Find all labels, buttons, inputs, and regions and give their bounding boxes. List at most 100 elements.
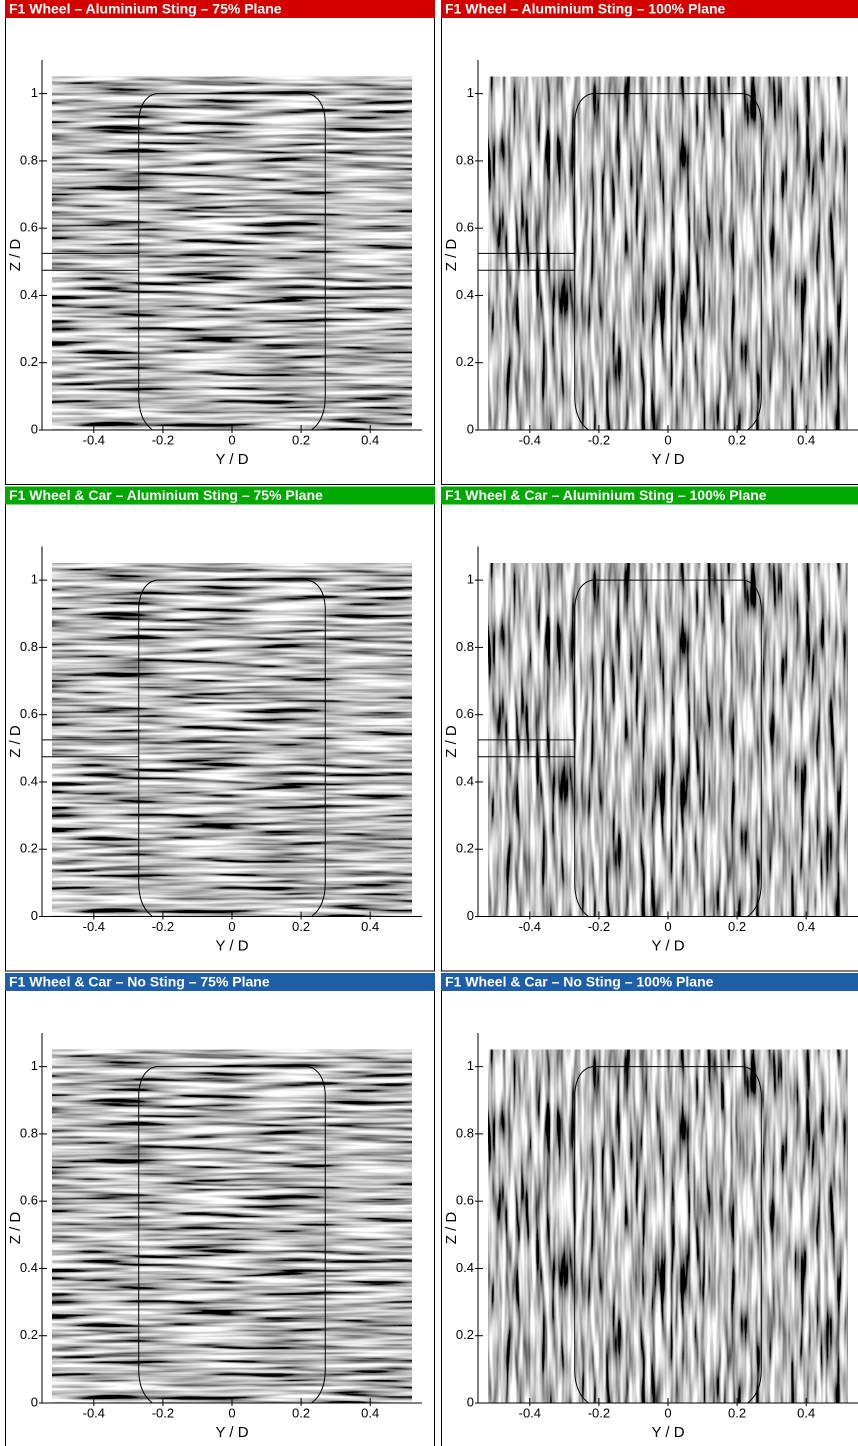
wheel-outline: [138, 579, 326, 917]
y-tick-label: 0.8: [456, 152, 474, 167]
x-tick-label: -0.4: [519, 1405, 541, 1420]
y-tick-label: 0.8: [20, 639, 38, 654]
y-tick-label: 1: [467, 85, 474, 100]
y-tick-label: 0.8: [20, 1125, 38, 1140]
y-tick-label: 0.6: [456, 706, 474, 721]
x-tick-label: -0.4: [519, 432, 541, 447]
panel-header: [441, 0, 858, 18]
y-tick-label: 0.2: [456, 354, 474, 369]
x-tick-label: 0.4: [361, 1405, 379, 1420]
x-tick-label: -0.2: [588, 919, 610, 934]
x-tick-label: -0.2: [152, 919, 174, 934]
x-tick-label: -0.4: [83, 1405, 105, 1420]
x-axis-label: Y / D: [651, 1424, 684, 1441]
x-tick-label: 0.4: [797, 432, 815, 447]
panel: F1 Wheel – Aluminium Sting – 75% Plane -0…: [5, 0, 435, 485]
x-tick-label: 0.2: [292, 432, 310, 447]
wheel-outline: [574, 93, 762, 431]
y-tick-label: 0.2: [20, 1327, 38, 1342]
y-tick-label: 0.2: [456, 841, 474, 856]
y-tick-label: 0.6: [456, 220, 474, 235]
y-tick-label: 0: [467, 421, 474, 436]
x-tick-label: 0.4: [797, 1405, 815, 1420]
y-tick-label: 0.4: [456, 1260, 474, 1275]
x-tick-label: 0.2: [292, 1405, 310, 1420]
x-tick-label: 0.2: [292, 919, 310, 934]
panel-header: [441, 486, 858, 505]
y-tick-label: 0.4: [20, 287, 38, 302]
panel-header: [5, 973, 435, 991]
y-tick-label: 0: [31, 908, 38, 923]
y-tick-label: 0.8: [456, 639, 474, 654]
y-axis-label: Z / D: [443, 239, 460, 272]
y-tick-label: 0.2: [20, 354, 38, 369]
y-tick-label: 1: [467, 1058, 474, 1073]
x-tick-label: 0: [664, 1405, 671, 1420]
x-tick-label: 0: [228, 1405, 235, 1420]
x-tick-label: 0: [228, 919, 235, 934]
panel-title: F1 Wheel & Car – No Sting – 75% Plane: [9, 974, 270, 990]
y-tick-label: 1: [31, 1058, 38, 1073]
panel: F1 Wheel – Aluminium Sting – 100% Plane -…: [441, 0, 858, 485]
y-tick-label: 0.4: [456, 287, 474, 302]
panel-title: F1 Wheel – Aluminium Sting – 75% Plane: [9, 1, 282, 17]
x-tick-label: 0.2: [728, 1405, 746, 1420]
y-axis-label: Z / D: [443, 1212, 460, 1245]
y-axis-label: Z / D: [7, 1212, 24, 1245]
wheel-outline: [574, 1066, 762, 1404]
y-tick-label: 0.6: [456, 1193, 474, 1208]
x-tick-label: 0: [664, 432, 671, 447]
wheel-outline: [138, 93, 326, 431]
y-tick-label: 0.2: [456, 1327, 474, 1342]
y-tick-label: 0: [467, 908, 474, 923]
x-tick-label: -0.2: [152, 1405, 174, 1420]
y-axis-label: Z / D: [7, 725, 24, 758]
panel-title: F1 Wheel & Car – Aluminium Sting – 75% P…: [9, 487, 323, 503]
x-tick-label: -0.2: [152, 432, 174, 447]
panel-title: F1 Wheel – Aluminium Sting – 100% Plane: [445, 1, 726, 17]
y-tick-label: 0: [467, 1394, 474, 1409]
y-tick-label: 0.6: [20, 1193, 38, 1208]
y-tick-label: 0: [31, 421, 38, 436]
x-tick-label: 0.2: [728, 432, 746, 447]
y-tick-label: 0.4: [456, 773, 474, 788]
x-tick-label: 0.4: [797, 919, 815, 934]
panel-title: F1 Wheel & Car – No Sting – 100% Plane: [445, 974, 714, 990]
y-tick-label: 0.2: [20, 841, 38, 856]
panel: F1 Wheel & Car – No Sting – 75% Plane -0.…: [5, 973, 435, 1446]
x-tick-label: 0.4: [361, 919, 379, 934]
x-tick-label: -0.2: [588, 1405, 610, 1420]
y-tick-label: 0.6: [20, 220, 38, 235]
panel-header: [441, 973, 858, 991]
wheel-outline: [138, 1066, 326, 1404]
x-tick-label: -0.4: [83, 919, 105, 934]
y-tick-label: 0.8: [456, 1125, 474, 1140]
y-tick-label: 1: [467, 572, 474, 587]
y-tick-label: 1: [31, 572, 38, 587]
panel: F1 Wheel & Car – Aluminium Sting – 75% P…: [5, 486, 435, 972]
streamline-field: [488, 1049, 848, 1403]
y-axis-label: Z / D: [443, 725, 460, 758]
x-axis-label: Y / D: [215, 451, 248, 468]
x-tick-label: 0.2: [728, 919, 746, 934]
x-tick-label: -0.2: [588, 432, 610, 447]
streamline-field: [52, 1049, 412, 1403]
y-tick-label: 0.6: [20, 706, 38, 721]
panel: F1 Wheel & Car – No Sting – 100% Plane -0…: [441, 973, 858, 1446]
y-tick-label: 0: [31, 1394, 38, 1409]
x-tick-label: 0: [228, 432, 235, 447]
y-tick-label: 1: [31, 85, 38, 100]
x-tick-label: 0: [664, 919, 671, 934]
panel-title: F1 Wheel & Car – Aluminium Sting – 100% …: [445, 487, 767, 503]
panel-header: [5, 0, 435, 18]
x-tick-label: -0.4: [83, 432, 105, 447]
panel: F1 Wheel & Car – Aluminium Sting – 100% …: [441, 486, 858, 972]
y-tick-label: 0.4: [20, 773, 38, 788]
y-tick-label: 0.4: [20, 1260, 38, 1275]
y-tick-label: 0.8: [20, 152, 38, 167]
x-tick-label: 0.4: [361, 432, 379, 447]
x-tick-label: -0.4: [519, 919, 541, 934]
x-axis-label: Y / D: [651, 451, 684, 468]
y-axis-label: Z / D: [7, 239, 24, 272]
